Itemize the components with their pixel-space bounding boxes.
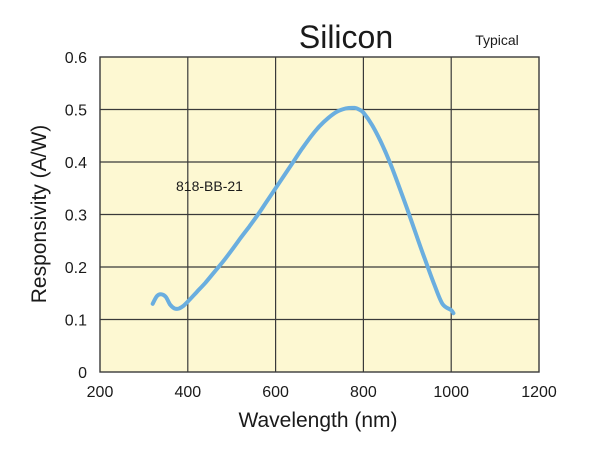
x-tick-label: 400 bbox=[174, 384, 201, 401]
y-tick-label: 0.4 bbox=[65, 155, 87, 172]
series-annotation: 818-BB-21 bbox=[176, 178, 243, 194]
x-tick-label: 600 bbox=[262, 384, 289, 401]
x-tick-label: 1200 bbox=[521, 384, 557, 401]
y-tick-label: 0.1 bbox=[65, 313, 87, 330]
chart-subtitle: Typical bbox=[475, 32, 519, 48]
x-tick-label: 200 bbox=[87, 384, 114, 401]
y-tick-label: 0.6 bbox=[65, 50, 87, 67]
x-tick-labels: 200 400 600 800 1000 1200 bbox=[87, 384, 557, 401]
y-tick-labels: 0 0.1 0.2 0.3 0.4 0.5 0.6 bbox=[65, 50, 87, 382]
y-tick-label: 0.5 bbox=[65, 103, 87, 120]
chart-title: Silicon bbox=[299, 19, 393, 55]
y-axis-label: Responsivity (A/W) bbox=[28, 125, 51, 304]
y-tick-label: 0 bbox=[78, 365, 87, 382]
x-tick-label: 1000 bbox=[433, 384, 469, 401]
y-tick-label: 0.2 bbox=[65, 260, 87, 277]
y-tick-label: 0.3 bbox=[65, 208, 87, 225]
series-line bbox=[150, 105, 456, 316]
grid bbox=[100, 57, 539, 372]
x-tick-label: 800 bbox=[350, 384, 377, 401]
x-axis-label: Wavelength (nm) bbox=[238, 409, 397, 432]
